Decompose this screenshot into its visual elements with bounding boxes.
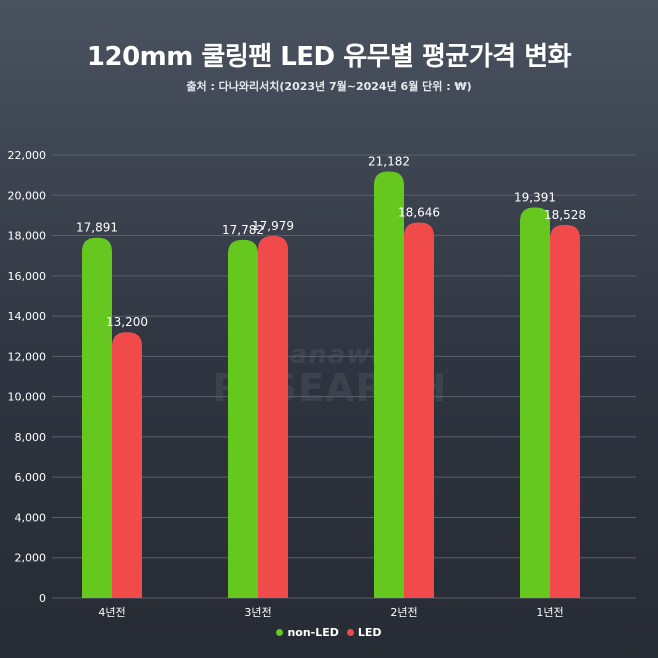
x-tick-label: 3년전	[244, 606, 271, 619]
y-tick-label: 18,000	[8, 230, 47, 243]
y-tick-label: 14,000	[8, 310, 47, 323]
x-tick-label: 4년전	[98, 606, 125, 619]
bar-led	[404, 222, 434, 599]
chart-legend: non-LED LED	[0, 626, 658, 639]
y-tick-label: 0	[39, 592, 46, 605]
data-label: 13,200	[106, 315, 148, 329]
legend-label-led: LED	[357, 626, 382, 639]
y-tick-label: 10,000	[8, 391, 47, 404]
y-tick-label: 22,000	[8, 149, 47, 162]
x-tick-label: 1년전	[536, 606, 563, 619]
bar-led	[258, 235, 288, 598]
data-label: 17,891	[76, 221, 118, 235]
bar-non-led	[228, 239, 258, 598]
bar-led	[550, 224, 580, 598]
data-label: 19,391	[514, 191, 556, 205]
y-tick-label: 8,000	[15, 431, 47, 444]
y-tick-label: 16,000	[8, 270, 47, 283]
y-tick-label: 20,000	[8, 189, 47, 202]
legend-item-non-led[interactable]: non-LED	[276, 626, 339, 639]
chart-title: 120mm 쿨링팬 LED 유무별 평균가격 변화	[86, 42, 572, 72]
y-tick-label: 2,000	[15, 552, 47, 565]
x-tick-label: 2년전	[390, 606, 417, 619]
bar-non-led	[374, 171, 404, 598]
y-tick-label: 4,000	[15, 511, 47, 524]
legend-item-led[interactable]: LED	[346, 626, 382, 639]
bar-non-led	[520, 207, 550, 598]
y-tick-label: 12,000	[8, 350, 47, 363]
data-label: 18,646	[398, 206, 440, 220]
y-tick-label: 6,000	[15, 471, 47, 484]
chart-subtitle: 출처 : 다나와리서치(2023년 7월~2024년 6월 단위 : ₩)	[186, 80, 472, 93]
legend-swatch-non-led	[276, 629, 284, 636]
legend-label-non-led: non-LED	[287, 626, 339, 639]
data-label: 17,782	[222, 223, 264, 237]
bar-led	[112, 332, 142, 598]
data-label: 21,182	[368, 154, 410, 168]
data-label: 17,979	[252, 219, 294, 233]
data-label: 18,528	[544, 208, 586, 222]
legend-swatch-led	[346, 629, 354, 636]
bar-non-led	[82, 237, 112, 599]
